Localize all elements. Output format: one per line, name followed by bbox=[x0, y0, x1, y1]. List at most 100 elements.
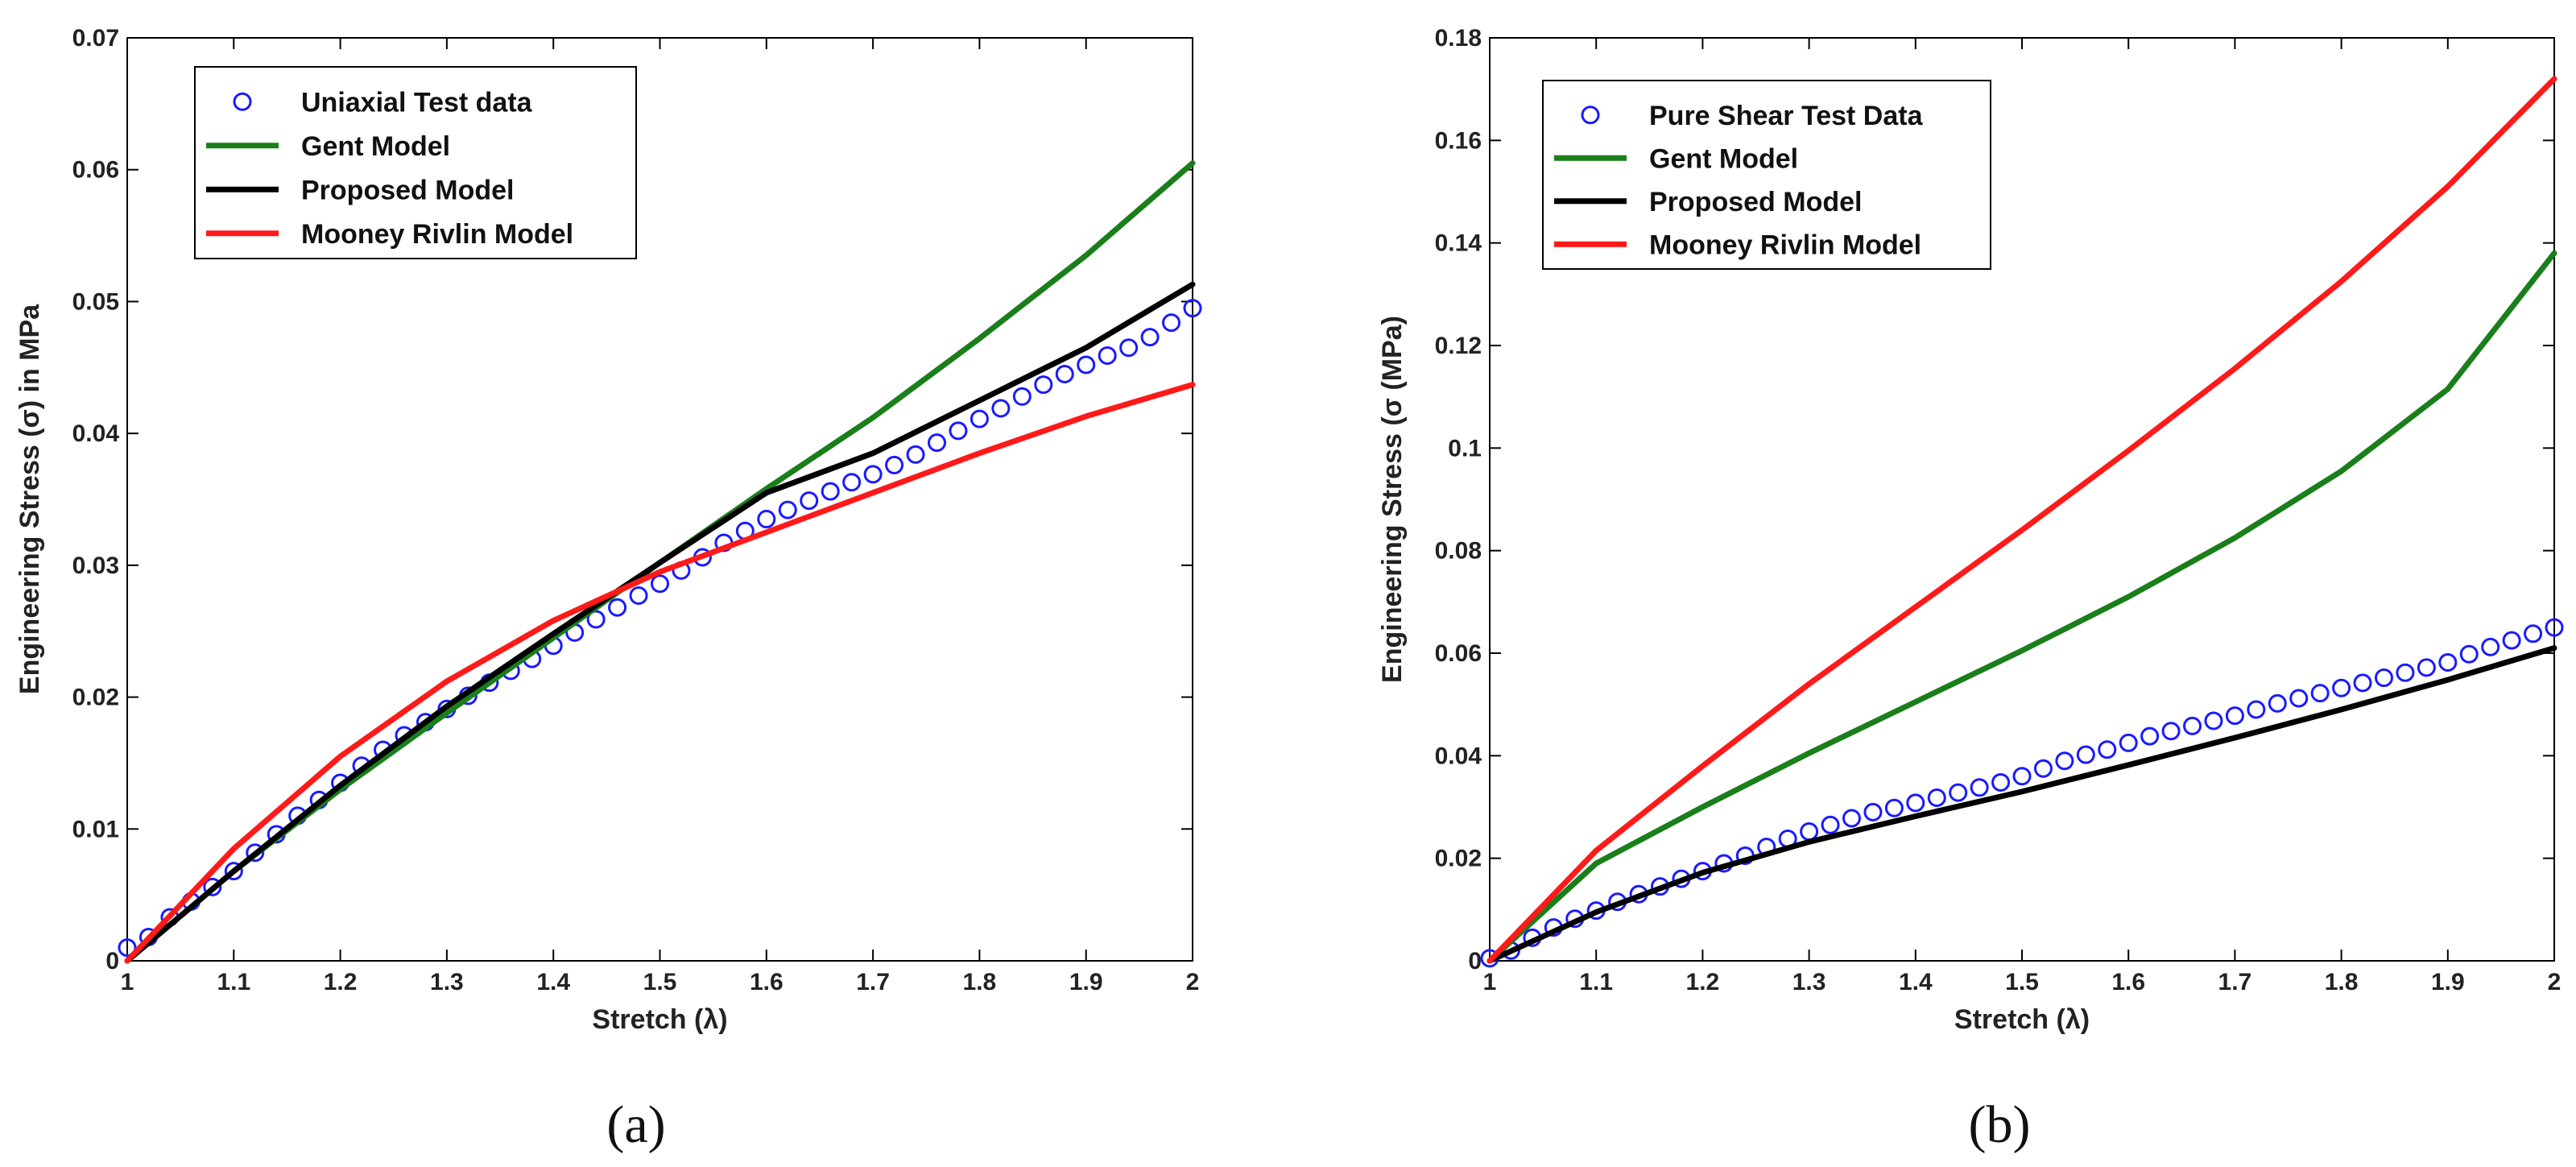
x-tick-label: 1.1 bbox=[1579, 969, 1613, 995]
data-point bbox=[2140, 726, 2160, 746]
y-tick-label: 0.04 bbox=[72, 420, 120, 447]
x-tick-label: 1.7 bbox=[856, 969, 890, 995]
data-point bbox=[1906, 793, 1925, 813]
x-axis-label: Stretch (λ) bbox=[592, 1004, 727, 1035]
x-tick-label: 1.2 bbox=[324, 969, 358, 995]
data-point bbox=[2353, 673, 2372, 693]
x-tick-label: 1.4 bbox=[536, 969, 570, 995]
data-point bbox=[885, 455, 904, 474]
data-point bbox=[821, 482, 840, 501]
data-point bbox=[224, 862, 243, 881]
series-line bbox=[1486, 645, 2557, 964]
x-tick-label: 1.5 bbox=[643, 969, 677, 995]
x-axis-label: Stretch (λ) bbox=[1954, 1004, 2090, 1035]
series-line bbox=[124, 281, 1196, 964]
data-point bbox=[2374, 668, 2393, 688]
legend-label: Proposed Model bbox=[301, 175, 514, 205]
data-point bbox=[1821, 815, 1840, 834]
data-point bbox=[1162, 313, 1181, 333]
y-tick-label: 0.14 bbox=[1435, 230, 1482, 257]
data-point bbox=[970, 409, 989, 428]
data-point bbox=[778, 500, 797, 519]
data-point bbox=[2396, 663, 2415, 682]
data-point bbox=[586, 610, 606, 629]
legend-box bbox=[194, 66, 637, 259]
series-line bbox=[124, 382, 1196, 964]
x-tick-label: 1.1 bbox=[217, 969, 250, 995]
data-point bbox=[2119, 733, 2138, 752]
caption-a: (a) bbox=[606, 1095, 665, 1154]
data-point bbox=[906, 445, 925, 464]
data-point bbox=[1098, 346, 1117, 366]
legend-label: Gent Model bbox=[301, 131, 450, 162]
x-tick-label: 1 bbox=[1483, 969, 1497, 995]
legend-a: Uniaxial Test data Gent Model Proposed Mod… bbox=[194, 66, 637, 259]
data-point bbox=[651, 574, 669, 594]
x-tick-label: 2 bbox=[2548, 969, 2562, 995]
data-point bbox=[2417, 658, 2436, 677]
x-tick-label: 1.7 bbox=[2218, 969, 2252, 995]
y-axis-label: Engineering Stress (σ (MPa) bbox=[1377, 316, 1408, 683]
data-point bbox=[2268, 693, 2287, 713]
data-point bbox=[118, 938, 137, 958]
data-point bbox=[2459, 644, 2479, 664]
x-tick-label: 1.6 bbox=[750, 969, 784, 995]
data-point bbox=[863, 465, 883, 484]
data-point bbox=[2545, 618, 2564, 637]
y-tick-label: 0.03 bbox=[72, 552, 119, 579]
data-point bbox=[246, 843, 265, 863]
data-point bbox=[1970, 778, 1989, 797]
data-point bbox=[2225, 706, 2244, 726]
data-point bbox=[1077, 355, 1096, 375]
x-tick-label: 1.9 bbox=[1069, 969, 1103, 995]
data-point bbox=[2524, 624, 2543, 644]
y-tick-label: 0.02 bbox=[72, 685, 119, 711]
y-tick-label: 0.18 bbox=[1435, 25, 1482, 52]
data-point bbox=[1949, 783, 1968, 802]
data-point bbox=[629, 586, 648, 606]
y-tick-label: 0.02 bbox=[1435, 846, 1482, 872]
data-point bbox=[1034, 375, 1053, 395]
data-point bbox=[1884, 798, 1904, 817]
data-point bbox=[2438, 652, 2458, 672]
y-tick-label: 0.06 bbox=[1435, 640, 1482, 667]
legend-label: Pure Shear Test Data bbox=[1649, 101, 1924, 131]
data-point bbox=[1012, 387, 1032, 406]
series-mooney-rivlin-model bbox=[1486, 76, 2557, 964]
data-point bbox=[1842, 809, 1861, 828]
x-tick-label: 1.9 bbox=[2431, 969, 2465, 995]
y-tick-label: 0.01 bbox=[72, 816, 119, 842]
y-tick-label: 0.1 bbox=[1448, 435, 1482, 461]
x-tick-label: 1.4 bbox=[1899, 969, 1933, 995]
x-tick-label: 1 bbox=[121, 969, 134, 995]
data-point bbox=[2204, 711, 2223, 730]
data-point bbox=[1927, 788, 1946, 808]
legend-swatch-marker bbox=[233, 92, 252, 111]
legend-label: Mooney Rivlin Model bbox=[1649, 230, 1921, 260]
panel-b-chart: 1 1.1 1.2 1.3 1.4 1.5 1.6 1.7 1.8 1.9 2 0 0.02 0.04 0.… bbox=[1377, 25, 2564, 1035]
data-point bbox=[1055, 364, 1074, 383]
series-mooney-rivlin-model bbox=[124, 382, 1196, 964]
y-tick-label: 0.04 bbox=[1435, 743, 1482, 769]
data-point bbox=[2289, 689, 2309, 708]
data-point bbox=[1119, 338, 1139, 358]
caption-b: (b) bbox=[1969, 1095, 2031, 1154]
data-point bbox=[757, 510, 776, 529]
data-point bbox=[1183, 299, 1202, 318]
data-point bbox=[2076, 745, 2095, 764]
x-tick-label: 2 bbox=[1186, 969, 1200, 995]
data-point bbox=[2247, 700, 2266, 719]
y-tick-label: 0.12 bbox=[1435, 333, 1482, 359]
legend-swatch-marker bbox=[1581, 106, 1600, 125]
data-point bbox=[608, 598, 627, 617]
y-tick-label: 0.05 bbox=[72, 288, 119, 315]
y-tick-label: 0.07 bbox=[72, 25, 119, 52]
data-point bbox=[2502, 631, 2521, 650]
y-tick-label: 0.08 bbox=[1435, 538, 1482, 565]
x-tick-label: 1.3 bbox=[1792, 969, 1826, 995]
data-point bbox=[949, 421, 968, 441]
legend-b: Pure Shear Test Data Gent Model Proposed M… bbox=[1542, 80, 1991, 270]
series-line bbox=[1486, 250, 2557, 964]
legend-label: Mooney Rivlin Model bbox=[301, 219, 573, 250]
